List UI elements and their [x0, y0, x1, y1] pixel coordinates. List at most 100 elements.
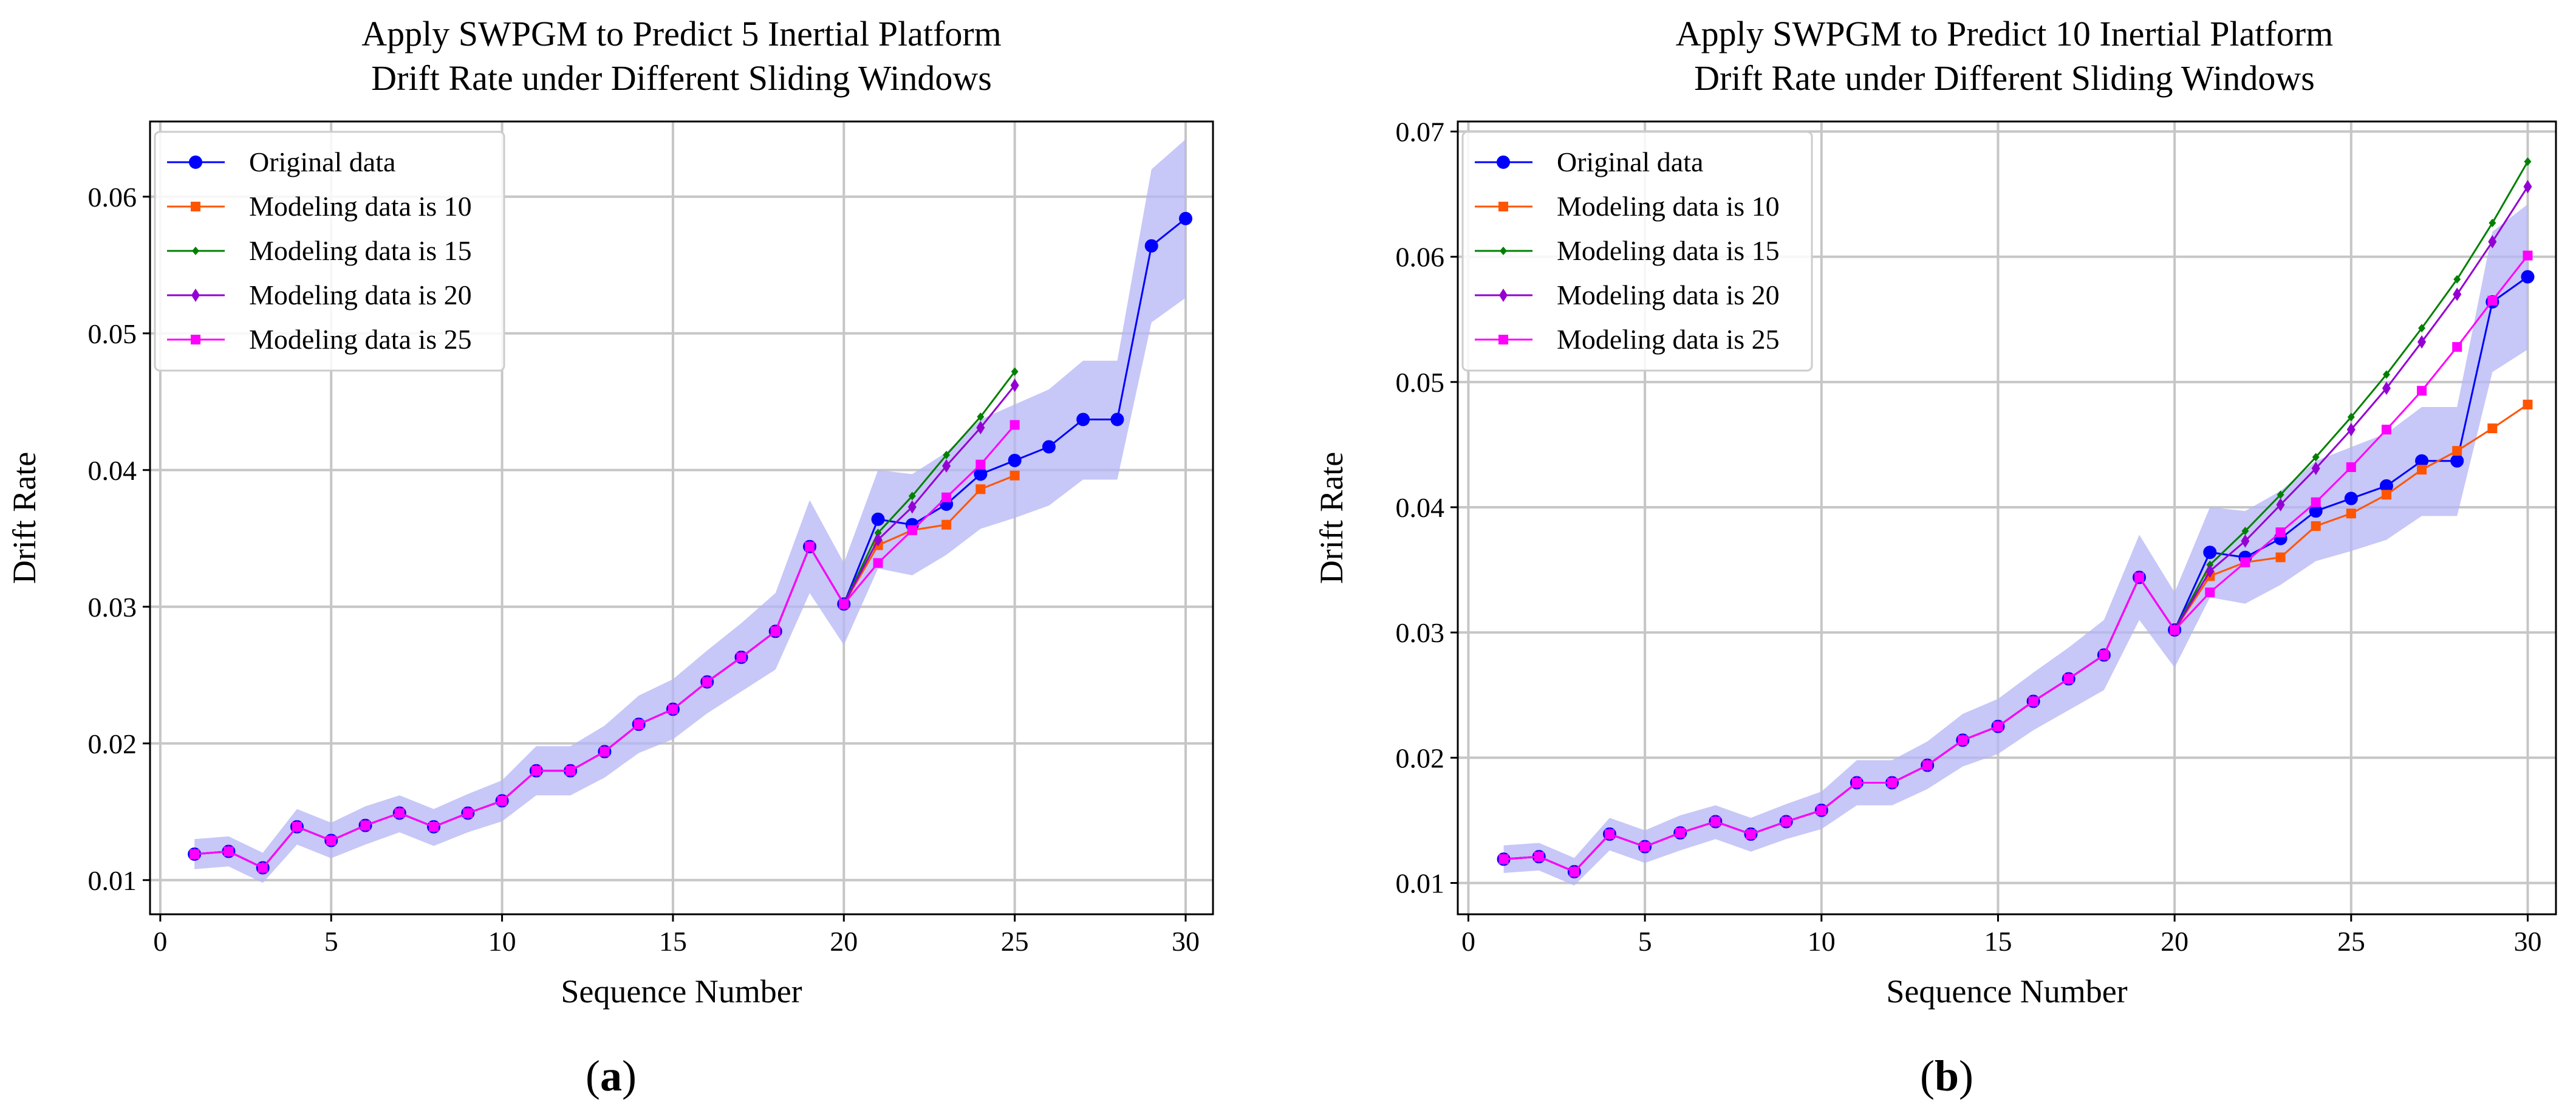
data-point-m25 [2487, 295, 2498, 306]
data-point-m25 [907, 525, 917, 535]
data-point-m25 [2205, 587, 2215, 598]
data-point-m15 [2453, 275, 2461, 284]
legend-label-m25: Modeling data is 25 [1557, 324, 1780, 355]
data-point-m25 [634, 719, 644, 730]
y-tick-label: 0.06 [1396, 242, 1445, 273]
legend-label-m10: Modeling data is 10 [249, 191, 472, 222]
data-point-m25 [2452, 342, 2462, 352]
y-tick-label: 0.01 [1396, 867, 1445, 898]
data-point-m10 [2346, 508, 2356, 519]
x-tick-label: 25 [1001, 926, 1029, 957]
legend-label-m15: Modeling data is 15 [1557, 235, 1780, 266]
x-tick-label: 10 [1808, 926, 1836, 957]
data-point-m25 [224, 846, 234, 857]
x-axis-label: Sequence Number [561, 973, 802, 1010]
caption-open-paren: ( [586, 1052, 600, 1100]
data-point-m25 [2417, 386, 2427, 396]
data-point-original [2203, 546, 2217, 560]
series-m25 [1498, 250, 2533, 877]
chart-title-line: Apply SWPGM to Predict 10 Inertial Platf… [1676, 14, 2334, 53]
legend-marker-m20 [1499, 289, 1508, 302]
y-tick-label: 0.07 [1396, 116, 1445, 147]
data-point-original [1110, 412, 1124, 426]
data-point-m25 [1993, 721, 2003, 731]
data-point-m25 [2099, 650, 2109, 660]
legend-marker-m25 [191, 335, 200, 344]
y-tick-label: 0.06 [88, 182, 137, 213]
x-tick-label: 5 [324, 926, 338, 957]
data-point-m25 [394, 808, 405, 818]
x-axis-label: Sequence Number [1886, 973, 2127, 1010]
legend: Original data Modeling data is 10 Modeling… [154, 131, 505, 372]
data-point-m15 [2382, 370, 2390, 379]
x-tick-label: 5 [1638, 926, 1652, 957]
caption-close-paren: ) [1959, 1052, 1973, 1100]
data-point-m25 [1569, 866, 1579, 877]
legend-label-m20: Modeling data is 20 [249, 279, 472, 310]
data-point-m25 [1958, 735, 1968, 745]
data-point-m25 [668, 704, 678, 714]
data-point-m25 [1922, 760, 1933, 770]
subfigure-caption: (a) [586, 1052, 637, 1100]
plot-frame [149, 120, 1214, 915]
data-point-m15 [2524, 157, 2532, 166]
y-tick-label: 0.02 [88, 728, 137, 759]
data-point-m25 [839, 599, 849, 609]
data-point-m25 [736, 652, 746, 662]
legend-box [154, 131, 505, 372]
data-point-m10 [1010, 470, 1020, 481]
data-point-m10 [975, 484, 986, 494]
legend-box [1461, 131, 1813, 372]
data-point-original [2344, 491, 2358, 505]
data-point-m20 [2346, 423, 2356, 437]
data-point-m25 [531, 765, 541, 776]
legend-marker-m15 [1500, 247, 1507, 255]
y-tick-label: 0.04 [1396, 492, 1445, 523]
data-point-m25 [2170, 625, 2180, 635]
data-point-m10 [2523, 399, 2533, 409]
chart-a: Apply SWPGM to Predict 5 Inertial Platfo… [6, 14, 1214, 1100]
data-point-m25 [2063, 674, 2074, 684]
caption-letter: a [600, 1052, 622, 1100]
y-tick-label: 0.05 [88, 318, 137, 349]
x-tick-label: 20 [2161, 926, 2188, 957]
data-point-m15 [2418, 324, 2426, 333]
legend-label-original: Original data [249, 146, 395, 177]
data-point-m25 [2240, 557, 2250, 567]
y-tick-label: 0.01 [88, 865, 137, 896]
x-tick-label: 15 [659, 926, 687, 957]
data-point-m25 [326, 835, 337, 846]
data-point-m15 [908, 491, 916, 501]
chart-title-line: Drift Rate under Different Sliding Windo… [371, 58, 992, 98]
data-point-original [1076, 412, 1090, 426]
data-point-m25 [565, 765, 576, 776]
confidence-band [194, 139, 1186, 883]
subfigure-caption: (b) [1920, 1052, 1973, 1100]
data-point-original [1144, 239, 1158, 253]
data-point-m25 [1498, 854, 1509, 864]
data-point-m25 [873, 558, 883, 568]
x-tick-label: 25 [2337, 926, 2365, 957]
data-point-m15 [2241, 527, 2249, 536]
data-point-original [1008, 454, 1022, 467]
data-point-m10 [941, 519, 952, 530]
data-point-m20 [976, 421, 985, 434]
data-point-m20 [2453, 287, 2462, 301]
data-point-original [1178, 211, 1192, 225]
data-point-m25 [941, 492, 952, 502]
data-point-m15 [1011, 367, 1019, 376]
data-point-m25 [2346, 462, 2356, 473]
data-point-m25 [1781, 816, 1791, 827]
data-point-m20 [907, 500, 917, 514]
legend-label-m15: Modeling data is 15 [249, 235, 472, 266]
legend: Original data Modeling data is 10 Modeling… [1461, 131, 1813, 372]
legend-marker-m10 [1498, 202, 1508, 211]
data-point-m25 [2028, 696, 2038, 707]
legend-marker-original [189, 156, 202, 169]
data-point-m25 [600, 747, 610, 757]
data-point-m20 [942, 459, 951, 473]
data-point-m20 [2523, 180, 2532, 194]
data-point-m10 [2417, 465, 2427, 475]
x-tick-label: 30 [2513, 926, 2541, 957]
